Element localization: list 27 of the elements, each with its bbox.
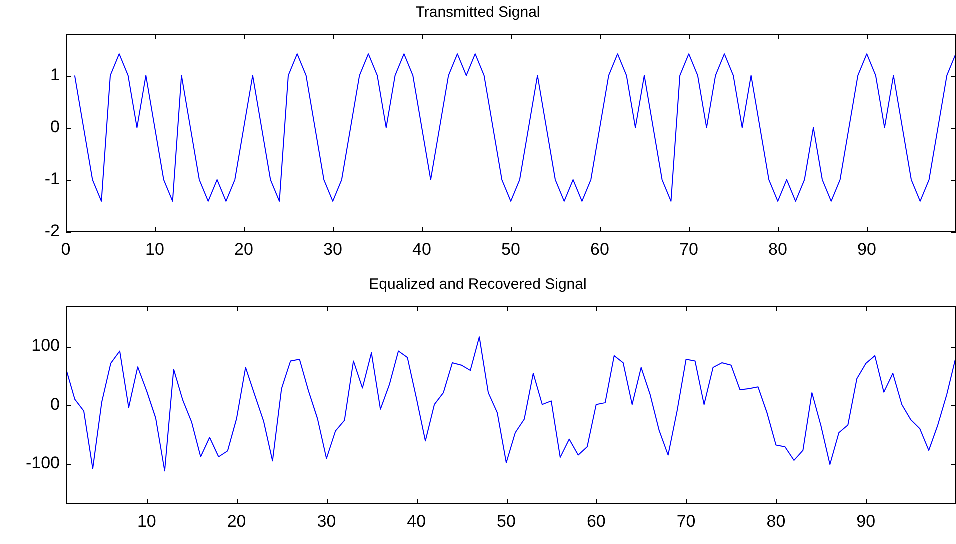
y-tick-label: 0 [50,117,60,136]
x-tick-label: 50 [497,512,516,531]
x-tick-label: 90 [858,240,876,259]
x-tick-label: 50 [502,240,520,259]
x-tick-label: 20 [234,240,254,259]
y-tick-label: -100 [26,454,60,473]
x-tick-label: 10 [146,240,164,259]
x-tick-label: 40 [412,240,432,259]
y-tick-label: -2 [44,222,60,241]
chart-title: Equalized and Recovered Signal [369,276,587,294]
chart-title: Transmitted Signal [416,4,540,22]
x-tick-label: 30 [317,512,336,531]
y-tick-label: 100 [32,336,60,356]
x-tick-label: 70 [676,512,696,531]
x-tick-label: 80 [766,512,786,531]
y-tick-label: 0 [50,394,60,414]
y-tick-label: -1 [44,170,60,189]
x-tick-label: 80 [768,240,788,259]
x-tick-label: 70 [680,240,698,259]
x-tick-label: 10 [137,512,156,531]
x-tick-label: 40 [407,512,426,531]
x-tick-label: 60 [586,512,606,531]
x-tick-label: 20 [227,512,246,531]
x-tick-label: 30 [324,240,342,259]
x-tick-label: 90 [856,512,876,531]
y-tick-label: 1 [50,65,60,84]
x-tick-label: 60 [590,240,610,259]
